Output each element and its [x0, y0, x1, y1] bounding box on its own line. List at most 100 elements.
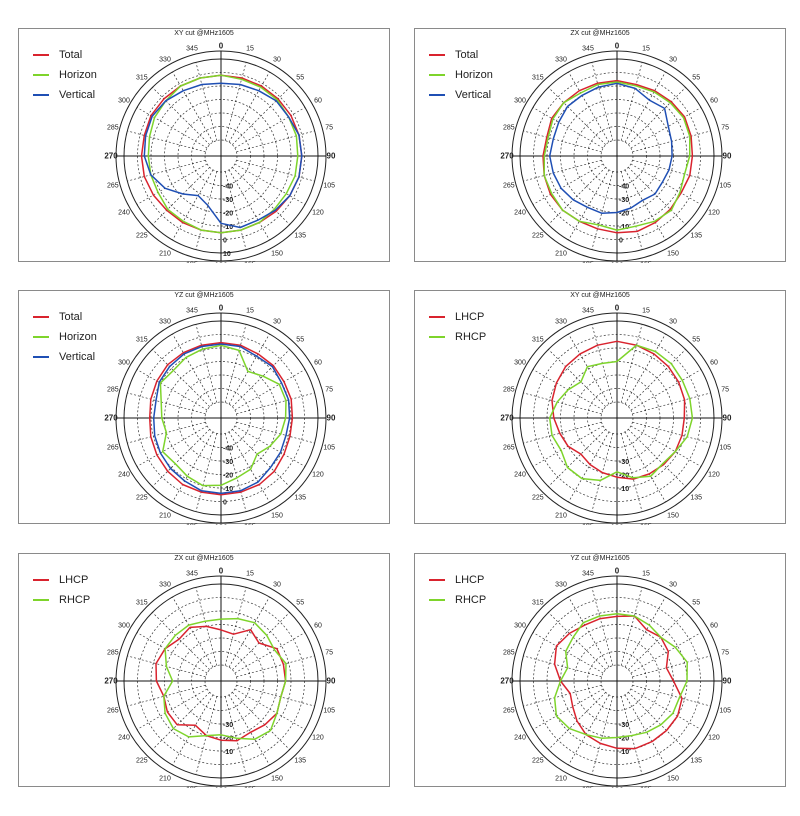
legend-swatch — [429, 54, 445, 56]
grid-spoke — [232, 429, 290, 487]
angle-label: 90 — [723, 152, 732, 161]
grid-spoke — [630, 425, 702, 467]
grid-spoke — [628, 429, 686, 487]
angle-label: 120 — [708, 735, 720, 742]
angle-label: 265 — [107, 182, 119, 189]
angle-label: 225 — [532, 495, 544, 502]
angle-label: 60 — [314, 623, 322, 630]
angle-label: 0 — [219, 304, 224, 313]
angle-label: 225 — [136, 758, 148, 765]
legend: Total Horizon Vertical — [429, 45, 493, 105]
radial-label: -40 — [619, 184, 629, 191]
legend-item: Total — [429, 45, 493, 65]
grid-spoke — [632, 684, 711, 707]
radial-label: -20 — [619, 736, 629, 743]
series-line-vertical — [548, 82, 673, 214]
angle-label: 150 — [667, 512, 679, 519]
angle-label: 120 — [312, 472, 324, 479]
grid-spoke — [236, 684, 315, 707]
legend-item: Total — [33, 45, 97, 65]
legend-item: Horizon — [429, 65, 493, 85]
grid-spoke — [624, 694, 666, 766]
legend-item: LHCP — [429, 570, 486, 590]
grid-spoke — [234, 688, 306, 730]
angle-label: 60 — [710, 360, 718, 367]
angle-label: 0 — [219, 42, 224, 51]
angle-label: 180 — [214, 262, 228, 264]
angle-label: 150 — [667, 775, 679, 782]
angle-label: 330 — [159, 57, 171, 64]
angle-label: 150 — [271, 512, 283, 519]
angle-label: 15 — [642, 45, 650, 52]
angle-label: 90 — [327, 677, 336, 686]
angle-label: 105 — [719, 707, 731, 714]
angle-label: 55 — [692, 74, 700, 81]
grid-spoke — [620, 324, 643, 403]
angle-label: 300 — [514, 623, 526, 630]
radial-label: -20 — [619, 211, 629, 218]
angle-label: 75 — [721, 387, 729, 394]
angle-label: 15 — [642, 307, 650, 314]
angle-label: 75 — [325, 650, 333, 657]
legend-swatch — [33, 54, 49, 56]
grid-spoke — [523, 392, 602, 415]
radial-label: -30 — [619, 197, 629, 204]
angle-label: 75 — [721, 650, 729, 657]
grid-spoke — [232, 349, 290, 407]
grid-spoke — [232, 167, 290, 225]
grid-spoke — [568, 694, 610, 766]
grid-spoke — [152, 87, 210, 145]
angle-label: 300 — [118, 360, 130, 367]
angle-label: 75 — [721, 125, 729, 132]
grid-spoke — [228, 694, 270, 766]
grid-spoke — [224, 62, 247, 141]
angle-label: 265 — [107, 707, 119, 714]
angle-label: 150 — [667, 250, 679, 257]
legend-swatch — [429, 336, 445, 338]
legend-item: LHCP — [429, 307, 486, 327]
angle-label: 90 — [723, 677, 732, 686]
angle-label: 15 — [246, 45, 254, 52]
angle-label: 285 — [503, 387, 515, 394]
angle-label: 265 — [107, 444, 119, 451]
angle-label: 345 — [186, 307, 198, 314]
grid-spoke — [236, 655, 315, 678]
grid-spoke — [568, 333, 610, 405]
polar-chart-zx-3pol: ZX cut @MHz1605 0 15 30 55 60 75 90 105 120 135 150… — [414, 28, 786, 263]
polar-plot: 0 15 30 55 60 75 90 105 120 135 150 165 180 195 210 225… — [104, 567, 336, 789]
legend: LHCP RHCP — [429, 570, 486, 610]
legend-label: Horizon — [455, 69, 493, 81]
angle-label: 210 — [159, 512, 171, 519]
grid-spoke — [232, 87, 290, 145]
angle-label: 120 — [708, 210, 720, 217]
angle-label: 210 — [555, 775, 567, 782]
angle-label: 240 — [514, 472, 526, 479]
legend-label: RHCP — [455, 594, 487, 606]
angle-label: 135 — [690, 758, 702, 765]
legend: LHCP RHCP — [33, 570, 90, 610]
angle-label: 180 — [610, 524, 624, 526]
angle-label: 195 — [582, 524, 594, 525]
legend-item: RHCP — [33, 590, 90, 610]
series-line-rhcp — [548, 344, 694, 482]
angle-label: 330 — [159, 582, 171, 589]
angle-label: 0 — [615, 42, 620, 51]
series-line-horizon — [147, 74, 299, 234]
angle-label: 55 — [296, 336, 304, 343]
angle-label: 270 — [104, 152, 118, 161]
legend-label: Horizon — [59, 69, 97, 81]
angle-label: 315 — [136, 599, 148, 606]
legend-label: Vertical — [59, 351, 96, 363]
grid-spoke — [136, 107, 208, 149]
angle-label: 270 — [500, 414, 514, 423]
grid-spoke — [127, 684, 206, 707]
angle-label: 195 — [582, 787, 594, 788]
grid-spoke — [632, 421, 711, 444]
grid-spoke — [532, 688, 604, 730]
chart-title: XY cut @MHz1605 — [174, 30, 234, 37]
angle-label: 0 — [615, 567, 620, 576]
grid-spoke — [523, 159, 602, 182]
radial-label: 0 — [223, 500, 227, 507]
angle-label: 30 — [669, 319, 677, 326]
series-line-horizon — [159, 344, 287, 487]
